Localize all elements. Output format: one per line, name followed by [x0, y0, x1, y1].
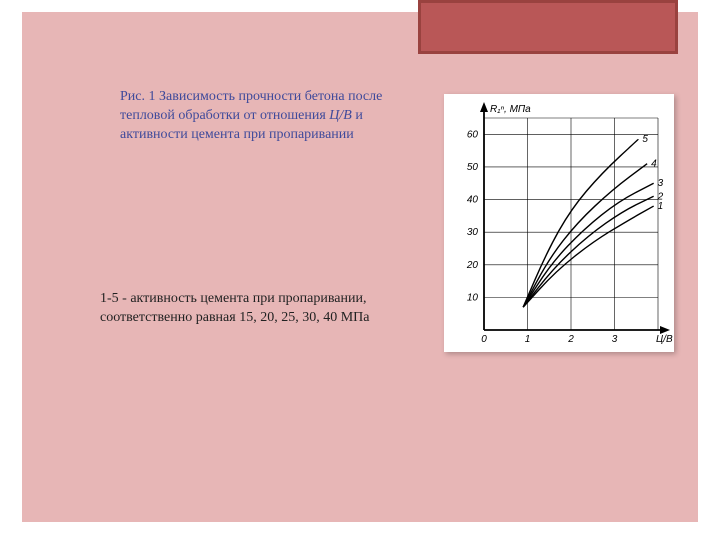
chart-container: 1020304050600123R₁ⁿ, МПаЦ/В12345 — [444, 94, 674, 352]
svg-text:1: 1 — [658, 201, 664, 212]
svg-text:60: 60 — [467, 129, 479, 140]
line-chart: 1020304050600123R₁ⁿ, МПаЦ/В12345 — [444, 94, 674, 352]
svg-text:1: 1 — [525, 334, 531, 345]
svg-text:40: 40 — [467, 195, 479, 206]
svg-text:R₁ⁿ, МПа: R₁ⁿ, МПа — [490, 104, 531, 115]
svg-text:0: 0 — [481, 334, 487, 345]
accent-box — [418, 0, 678, 54]
figure-caption-top: Рис. 1 Зависимость прочности бетона посл… — [120, 88, 420, 145]
svg-text:5: 5 — [642, 134, 648, 145]
svg-text:Ц/В: Ц/В — [656, 334, 673, 345]
svg-text:3: 3 — [658, 178, 664, 189]
svg-text:30: 30 — [467, 227, 479, 238]
svg-text:20: 20 — [466, 260, 479, 271]
caption-bottom-text: 1-5 - активность цемента при пропаривани… — [100, 291, 369, 325]
figure-caption-bottom: 1-5 - активность цемента при пропаривани… — [100, 290, 410, 328]
svg-text:3: 3 — [612, 334, 618, 345]
caption-top-italic: Ц/В — [329, 108, 352, 123]
svg-text:2: 2 — [657, 191, 664, 202]
slide: Рис. 1 Зависимость прочности бетона посл… — [0, 0, 720, 540]
svg-text:10: 10 — [467, 292, 479, 303]
svg-text:4: 4 — [651, 159, 657, 170]
svg-text:2: 2 — [567, 334, 574, 345]
svg-text:50: 50 — [467, 162, 479, 173]
